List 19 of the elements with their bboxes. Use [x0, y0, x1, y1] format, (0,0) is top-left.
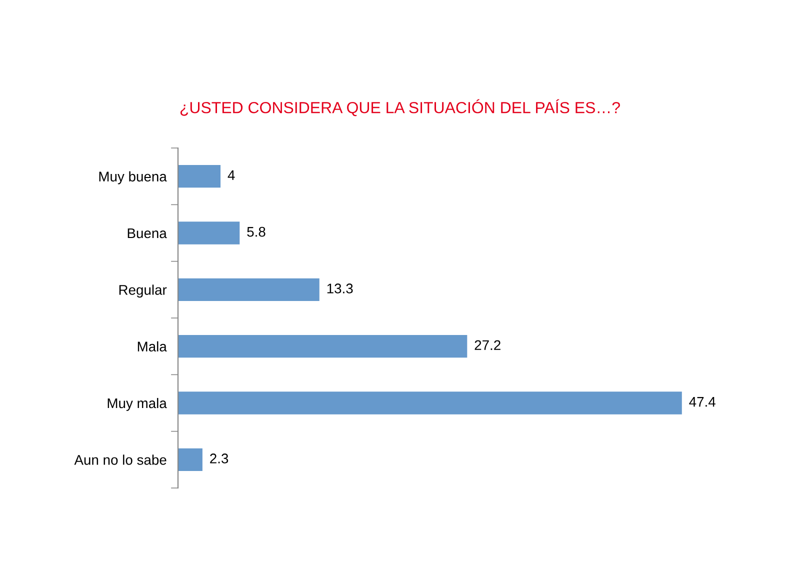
data-label: 27.2 [474, 340, 500, 350]
bar [178, 392, 682, 414]
data-label: 47.4 [689, 397, 716, 407]
y-tick-label: Mala [138, 341, 167, 352]
y-tick-label: Muy mala [108, 398, 167, 411]
data-label: 2.3 [210, 454, 228, 464]
bar [178, 335, 468, 358]
y-tick-label: Buena [128, 228, 167, 238]
bar [178, 278, 320, 301]
data-label: 4 [228, 170, 235, 180]
y-tick-label: Aun no lo sabe [74, 454, 166, 465]
data-label: 5.8 [247, 226, 266, 237]
data-label: 13.3 [327, 284, 353, 294]
y-tick-label: Regular [119, 284, 167, 298]
bar [178, 222, 240, 244]
bar [178, 165, 221, 188]
bar [178, 448, 202, 471]
y-tick-label: Muy buena [99, 171, 167, 184]
chart-title: ¿USTED CONSIDERA QUE LA SITUACIÓN DEL PAÍS ES…? [180, 99, 620, 116]
